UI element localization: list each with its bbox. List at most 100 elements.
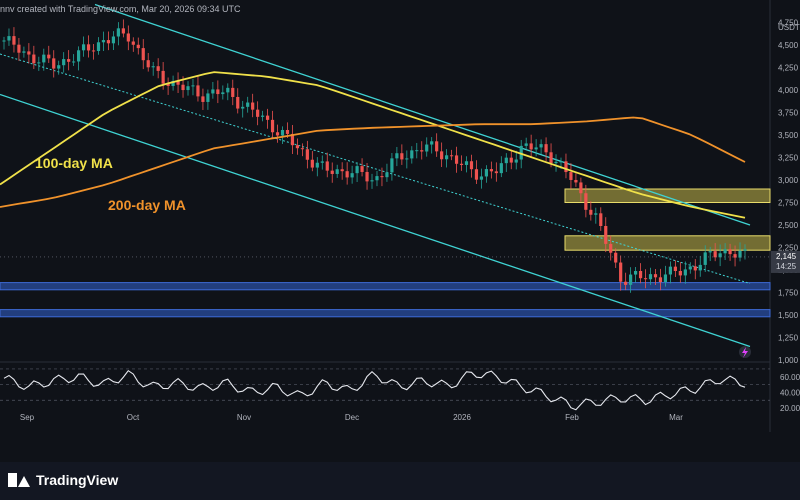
candle-body [514, 159, 518, 163]
candle-body [350, 173, 354, 178]
candle-body [738, 250, 742, 258]
price-tick-label: 1,000 [778, 356, 799, 365]
candle-body [76, 50, 81, 62]
price-tick-label: 1,500 [778, 311, 799, 320]
candle-body [146, 60, 150, 68]
lightning-bolt-icon [742, 347, 748, 358]
ma200-line [0, 116, 746, 208]
price-tick-label: 3,000 [778, 176, 799, 185]
candle-body [186, 86, 190, 91]
candle-body [360, 166, 364, 172]
x-tick-label: Mar [669, 413, 683, 422]
candle-body [430, 141, 434, 145]
candle-body [683, 269, 687, 276]
candle-body [191, 85, 195, 87]
candle-body [619, 262, 623, 282]
candle-body [484, 169, 488, 177]
x-tick-label: Sep [20, 413, 35, 422]
candle-body [310, 159, 314, 168]
candle-body [375, 176, 379, 181]
candle-body [166, 83, 170, 86]
price-tick-label: 2,500 [778, 221, 799, 230]
candle-body [226, 87, 230, 93]
candle-body [265, 115, 270, 120]
candle-body [32, 54, 36, 64]
price-tick-label: 2,250 [778, 244, 799, 253]
candle-body [489, 169, 493, 172]
candle-body [335, 169, 339, 174]
zone-support [0, 282, 771, 291]
zone-resistance [564, 188, 771, 203]
candle-body [425, 144, 429, 152]
candle-body [459, 163, 464, 165]
candle-body [574, 179, 578, 183]
candle-body [57, 65, 61, 69]
candle-body [410, 150, 414, 159]
candle-body [37, 62, 41, 64]
candle-body [554, 161, 558, 164]
price-chart[interactable]: 4,750 4,500 4,250 4,000 3,750 3,500 3,250 3,000… [0, 0, 800, 462]
brand-name: TradingView [36, 472, 119, 488]
candle-body [663, 274, 668, 283]
candle-body [106, 40, 111, 44]
zone-resistance [564, 235, 771, 251]
price-tick-label: 3,500 [778, 131, 799, 140]
candle-body [27, 51, 31, 55]
candle-body [643, 278, 648, 280]
candle-body [534, 147, 538, 150]
candle-body [86, 44, 91, 51]
footer-bar: TradingView [0, 462, 800, 500]
candle-body [693, 266, 697, 271]
candle-body [718, 253, 722, 258]
candle-body [464, 161, 469, 165]
price-tick-label: 4,750 [778, 19, 799, 28]
candle-body [201, 96, 205, 102]
candle-body [519, 145, 523, 160]
candle-body [72, 61, 76, 63]
candle-body [400, 153, 404, 160]
candle-body [529, 143, 533, 150]
candle-body [231, 87, 235, 97]
candle-body [733, 254, 737, 258]
candle-body [604, 226, 608, 244]
candle-body [91, 50, 96, 52]
candle-body [136, 44, 140, 49]
candle-body [678, 270, 682, 276]
candle-body [295, 145, 300, 149]
candle-body [544, 144, 548, 153]
channel-upper-line [94, 3, 751, 226]
candle-body [385, 172, 389, 178]
candle-body [216, 89, 220, 95]
candle-body [12, 36, 16, 45]
candle-body [524, 143, 528, 146]
candle-body [449, 155, 454, 157]
candle-body [256, 109, 260, 117]
candle-body [708, 251, 712, 253]
candle-body [445, 155, 449, 160]
candle-body [703, 252, 707, 265]
candle-body [300, 148, 304, 150]
candle-body [365, 171, 369, 182]
candle-body [688, 266, 692, 270]
price-tick-label: 4,500 [778, 41, 799, 50]
candle-body [440, 151, 444, 160]
candle-body [285, 129, 290, 134]
ma200-label: 200-day MA [108, 197, 186, 213]
countdown-label: 14:25 [776, 262, 797, 271]
candle-body [479, 176, 484, 180]
candle-body [2, 40, 6, 42]
candle-body [116, 28, 120, 37]
candle-body [270, 119, 275, 133]
rsi-line [3, 369, 746, 411]
candle-body [594, 213, 598, 215]
candle-body [141, 48, 145, 61]
candle-body [305, 149, 309, 160]
candle-body [564, 161, 568, 173]
price-tick-label: 1,750 [778, 289, 799, 298]
candle-body [345, 171, 349, 178]
tradingview-logo[interactable]: TradingView [8, 472, 118, 488]
candle-body [454, 155, 459, 164]
candle-body [629, 274, 633, 285]
candle-body [126, 33, 130, 42]
candle-body [355, 166, 359, 174]
